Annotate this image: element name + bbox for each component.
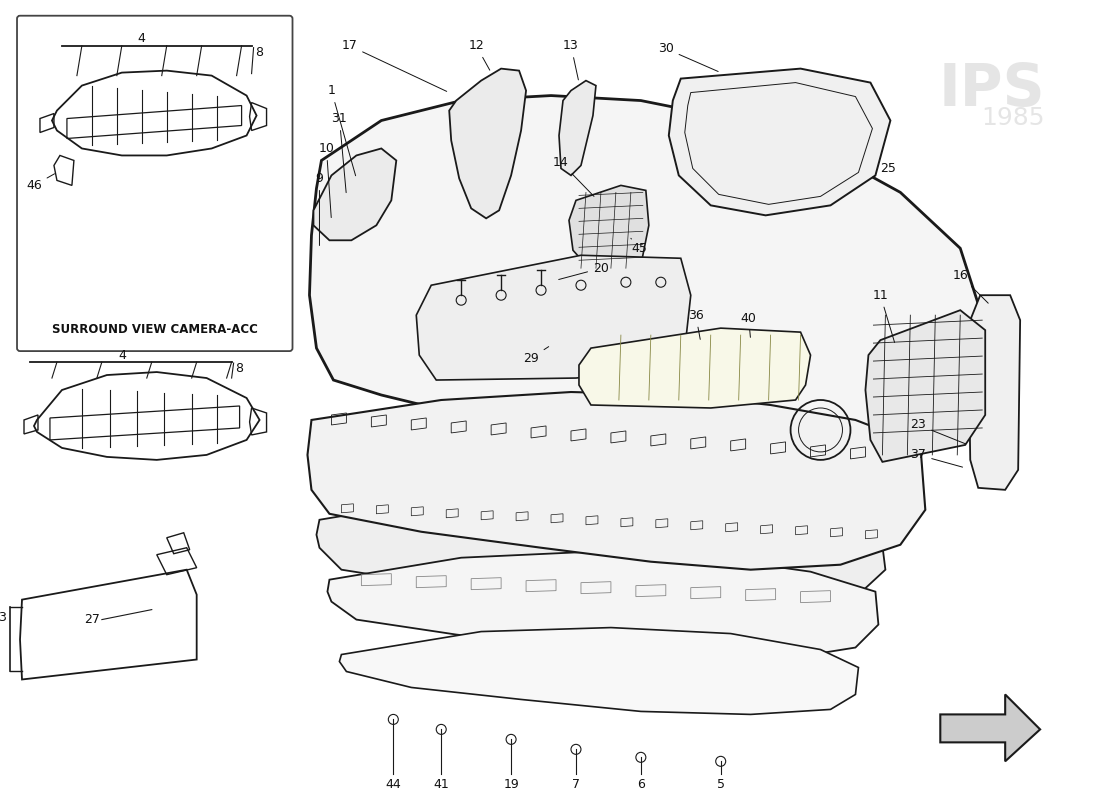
Polygon shape	[308, 392, 925, 570]
Text: 14: 14	[553, 156, 594, 196]
Text: 30: 30	[658, 42, 718, 71]
Text: 8: 8	[235, 362, 243, 374]
Text: IPS: IPS	[938, 61, 1045, 118]
FancyBboxPatch shape	[16, 16, 293, 351]
Text: 17: 17	[341, 39, 447, 91]
Text: 25: 25	[873, 162, 896, 177]
Text: 16: 16	[953, 269, 988, 303]
Text: 7: 7	[572, 778, 580, 790]
Text: SURROUND VIEW CAMERA-ACC: SURROUND VIEW CAMERA-ACC	[52, 323, 257, 336]
Polygon shape	[328, 552, 879, 659]
Text: 8: 8	[255, 46, 264, 59]
Text: 10: 10	[319, 142, 334, 218]
Text: 40: 40	[740, 312, 757, 338]
Polygon shape	[309, 95, 980, 475]
Polygon shape	[940, 694, 1041, 762]
Text: 1: 1	[328, 84, 355, 176]
Text: 31: 31	[331, 112, 348, 193]
Text: 36: 36	[688, 309, 704, 339]
Text: 12: 12	[469, 39, 490, 70]
Polygon shape	[559, 81, 596, 175]
Text: 11: 11	[872, 289, 894, 342]
Text: 9: 9	[316, 172, 323, 246]
Text: 13: 13	[563, 39, 579, 80]
Polygon shape	[669, 69, 890, 215]
Polygon shape	[866, 310, 986, 462]
Text: 45: 45	[631, 238, 647, 254]
Text: passione: passione	[481, 395, 842, 465]
Polygon shape	[579, 328, 811, 408]
Polygon shape	[340, 627, 858, 714]
Polygon shape	[416, 255, 691, 380]
Polygon shape	[968, 295, 1020, 490]
Text: 4: 4	[118, 349, 125, 362]
Polygon shape	[317, 492, 886, 610]
Text: 23: 23	[911, 418, 966, 444]
Text: 46: 46	[26, 174, 55, 192]
Text: 37: 37	[911, 448, 962, 467]
Text: 5: 5	[717, 778, 725, 790]
Polygon shape	[314, 149, 396, 240]
Polygon shape	[569, 186, 649, 275]
Text: 1985: 1985	[981, 106, 1045, 130]
Text: 19: 19	[503, 778, 519, 790]
Text: 1985: 1985	[560, 455, 761, 524]
Text: 6: 6	[637, 778, 645, 790]
Text: 20: 20	[559, 262, 609, 279]
Text: 29: 29	[524, 346, 549, 365]
Text: 4: 4	[138, 32, 145, 45]
Text: 3: 3	[0, 611, 6, 624]
Text: 27: 27	[84, 613, 100, 626]
Polygon shape	[449, 69, 526, 218]
Text: 44: 44	[385, 778, 402, 790]
Text: 41: 41	[433, 778, 449, 790]
